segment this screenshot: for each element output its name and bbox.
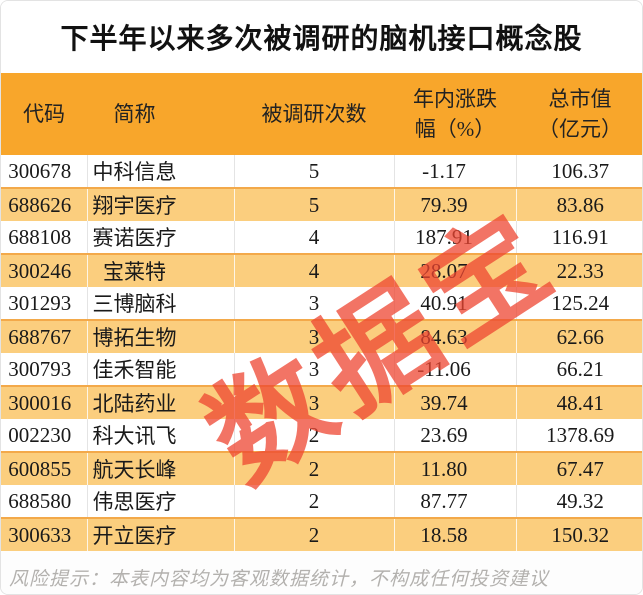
table-row: 600855 航天长峰 2 11.80 67.47 bbox=[1, 451, 642, 485]
table-header-row: 代码 简称 被调研次数 年内涨跌 幅（%） 总市值 （亿元） bbox=[1, 73, 642, 155]
cell-market-cap: 49.32 bbox=[516, 485, 642, 518]
cell-name: 博拓生物 bbox=[87, 319, 235, 353]
table-row: 301293 三博脑科 3 40.91 125.24 bbox=[1, 287, 642, 320]
cell-name: 航天长峰 bbox=[87, 451, 235, 485]
column-header-ytd-change: 年内涨跌 幅（%） bbox=[394, 73, 516, 155]
cell-survey-count: 3 bbox=[234, 287, 395, 320]
cell-ytd-change: 18.58 bbox=[394, 517, 517, 551]
cell-market-cap: 22.33 bbox=[516, 253, 642, 287]
cell-name: 宝莱特 bbox=[87, 253, 235, 287]
table-row: 300678 中科信息 5 -1.17 106.37 bbox=[1, 155, 642, 188]
table-row: 300633 开立医疗 2 18.58 150.32 bbox=[1, 517, 642, 551]
table-row: 300246 宝莱特 4 28.07 22.33 bbox=[1, 253, 642, 287]
cell-code: 300016 bbox=[1, 385, 88, 419]
column-header-survey-count: 被调研次数 bbox=[234, 73, 394, 155]
column-header-code: 代码 bbox=[1, 73, 87, 155]
cell-survey-count: 5 bbox=[234, 187, 395, 221]
cell-ytd-change: 28.07 bbox=[394, 253, 517, 287]
cell-survey-count: 5 bbox=[234, 155, 395, 188]
cell-code: 300633 bbox=[1, 517, 88, 551]
table-row: 688626 翔宇医疗 5 79.39 83.86 bbox=[1, 187, 642, 221]
cell-survey-count: 4 bbox=[234, 221, 395, 254]
stock-table: 代码 简称 被调研次数 年内涨跌 幅（%） 总市值 （亿元） 300678 中科信… bbox=[1, 73, 642, 551]
cell-survey-count: 3 bbox=[234, 319, 395, 353]
table-row: 688767 博拓生物 3 84.63 62.66 bbox=[1, 319, 642, 353]
cell-code: 688580 bbox=[1, 485, 88, 518]
cell-ytd-change: 187.91 bbox=[394, 221, 517, 254]
cell-survey-count: 2 bbox=[234, 485, 395, 518]
cell-code: 600855 bbox=[1, 451, 88, 485]
cell-ytd-change: -1.17 bbox=[394, 155, 517, 188]
cell-ytd-change: 84.63 bbox=[394, 319, 517, 353]
cell-name: 三博脑科 bbox=[87, 287, 235, 320]
cell-name: 开立医疗 bbox=[87, 517, 235, 551]
table-body: 300678 中科信息 5 -1.17 106.37 688626 翔宇医疗 5 79.39 83… bbox=[1, 155, 642, 551]
cell-ytd-change: 39.74 bbox=[394, 385, 517, 419]
cell-survey-count: 3 bbox=[234, 385, 395, 419]
cell-survey-count: 4 bbox=[234, 253, 395, 287]
cell-market-cap: 62.66 bbox=[516, 319, 642, 353]
cell-code: 688767 bbox=[1, 319, 88, 353]
cell-market-cap: 67.47 bbox=[516, 451, 642, 485]
cell-market-cap: 83.86 bbox=[516, 187, 642, 221]
cell-market-cap: 66.21 bbox=[516, 353, 642, 386]
cell-name: 翔宇医疗 bbox=[87, 187, 235, 221]
cell-ytd-change: 87.77 bbox=[394, 485, 517, 518]
cell-market-cap: 116.91 bbox=[516, 221, 642, 254]
cell-code: 688626 bbox=[1, 187, 88, 221]
cell-survey-count: 2 bbox=[234, 517, 395, 551]
cell-code: 300793 bbox=[1, 353, 88, 386]
table-row: 002230 科大讯飞 2 23.69 1378.69 bbox=[1, 419, 642, 452]
cell-ytd-change: 23.69 bbox=[394, 419, 517, 452]
table-row: 688108 赛诺医疗 4 187.91 116.91 bbox=[1, 221, 642, 254]
cell-code: 300678 bbox=[1, 155, 88, 188]
cell-ytd-change: 79.39 bbox=[394, 187, 517, 221]
cell-ytd-change: 11.80 bbox=[394, 451, 517, 485]
cell-name: 科大讯飞 bbox=[87, 419, 235, 452]
cell-ytd-change: -11.06 bbox=[394, 353, 517, 386]
cell-survey-count: 2 bbox=[234, 451, 395, 485]
table-row: 688580 伟思医疗 2 87.77 49.32 bbox=[1, 485, 642, 518]
cell-survey-count: 2 bbox=[234, 419, 395, 452]
cell-name: 赛诺医疗 bbox=[87, 221, 235, 254]
cell-code: 002230 bbox=[1, 419, 88, 452]
cell-survey-count: 3 bbox=[234, 353, 395, 386]
cell-name: 伟思医疗 bbox=[87, 485, 235, 518]
cell-ytd-change: 40.91 bbox=[394, 287, 517, 320]
table-row: 300793 佳禾智能 3 -11.06 66.21 bbox=[1, 353, 642, 386]
cell-market-cap: 1378.69 bbox=[516, 419, 642, 452]
cell-code: 301293 bbox=[1, 287, 88, 320]
table-row: 300016 北陆药业 3 39.74 48.41 bbox=[1, 385, 642, 419]
page-title: 下半年以来多次被调研的脑机接口概念股 bbox=[1, 1, 642, 73]
cell-market-cap: 106.37 bbox=[516, 155, 642, 188]
cell-code: 688108 bbox=[1, 221, 88, 254]
cell-name: 佳禾智能 bbox=[87, 353, 235, 386]
column-header-market-cap: 总市值 （亿元） bbox=[516, 73, 642, 155]
column-header-name: 简称 bbox=[87, 73, 234, 155]
cell-market-cap: 150.32 bbox=[516, 517, 642, 551]
cell-code: 300246 bbox=[1, 253, 88, 287]
cell-name: 北陆药业 bbox=[87, 385, 235, 419]
cell-market-cap: 48.41 bbox=[516, 385, 642, 419]
cell-market-cap: 125.24 bbox=[516, 287, 642, 320]
cell-name: 中科信息 bbox=[87, 155, 235, 188]
risk-disclaimer: 风险提示：本表内容均为客观数据统计，不构成任何投资建议 bbox=[1, 551, 642, 594]
